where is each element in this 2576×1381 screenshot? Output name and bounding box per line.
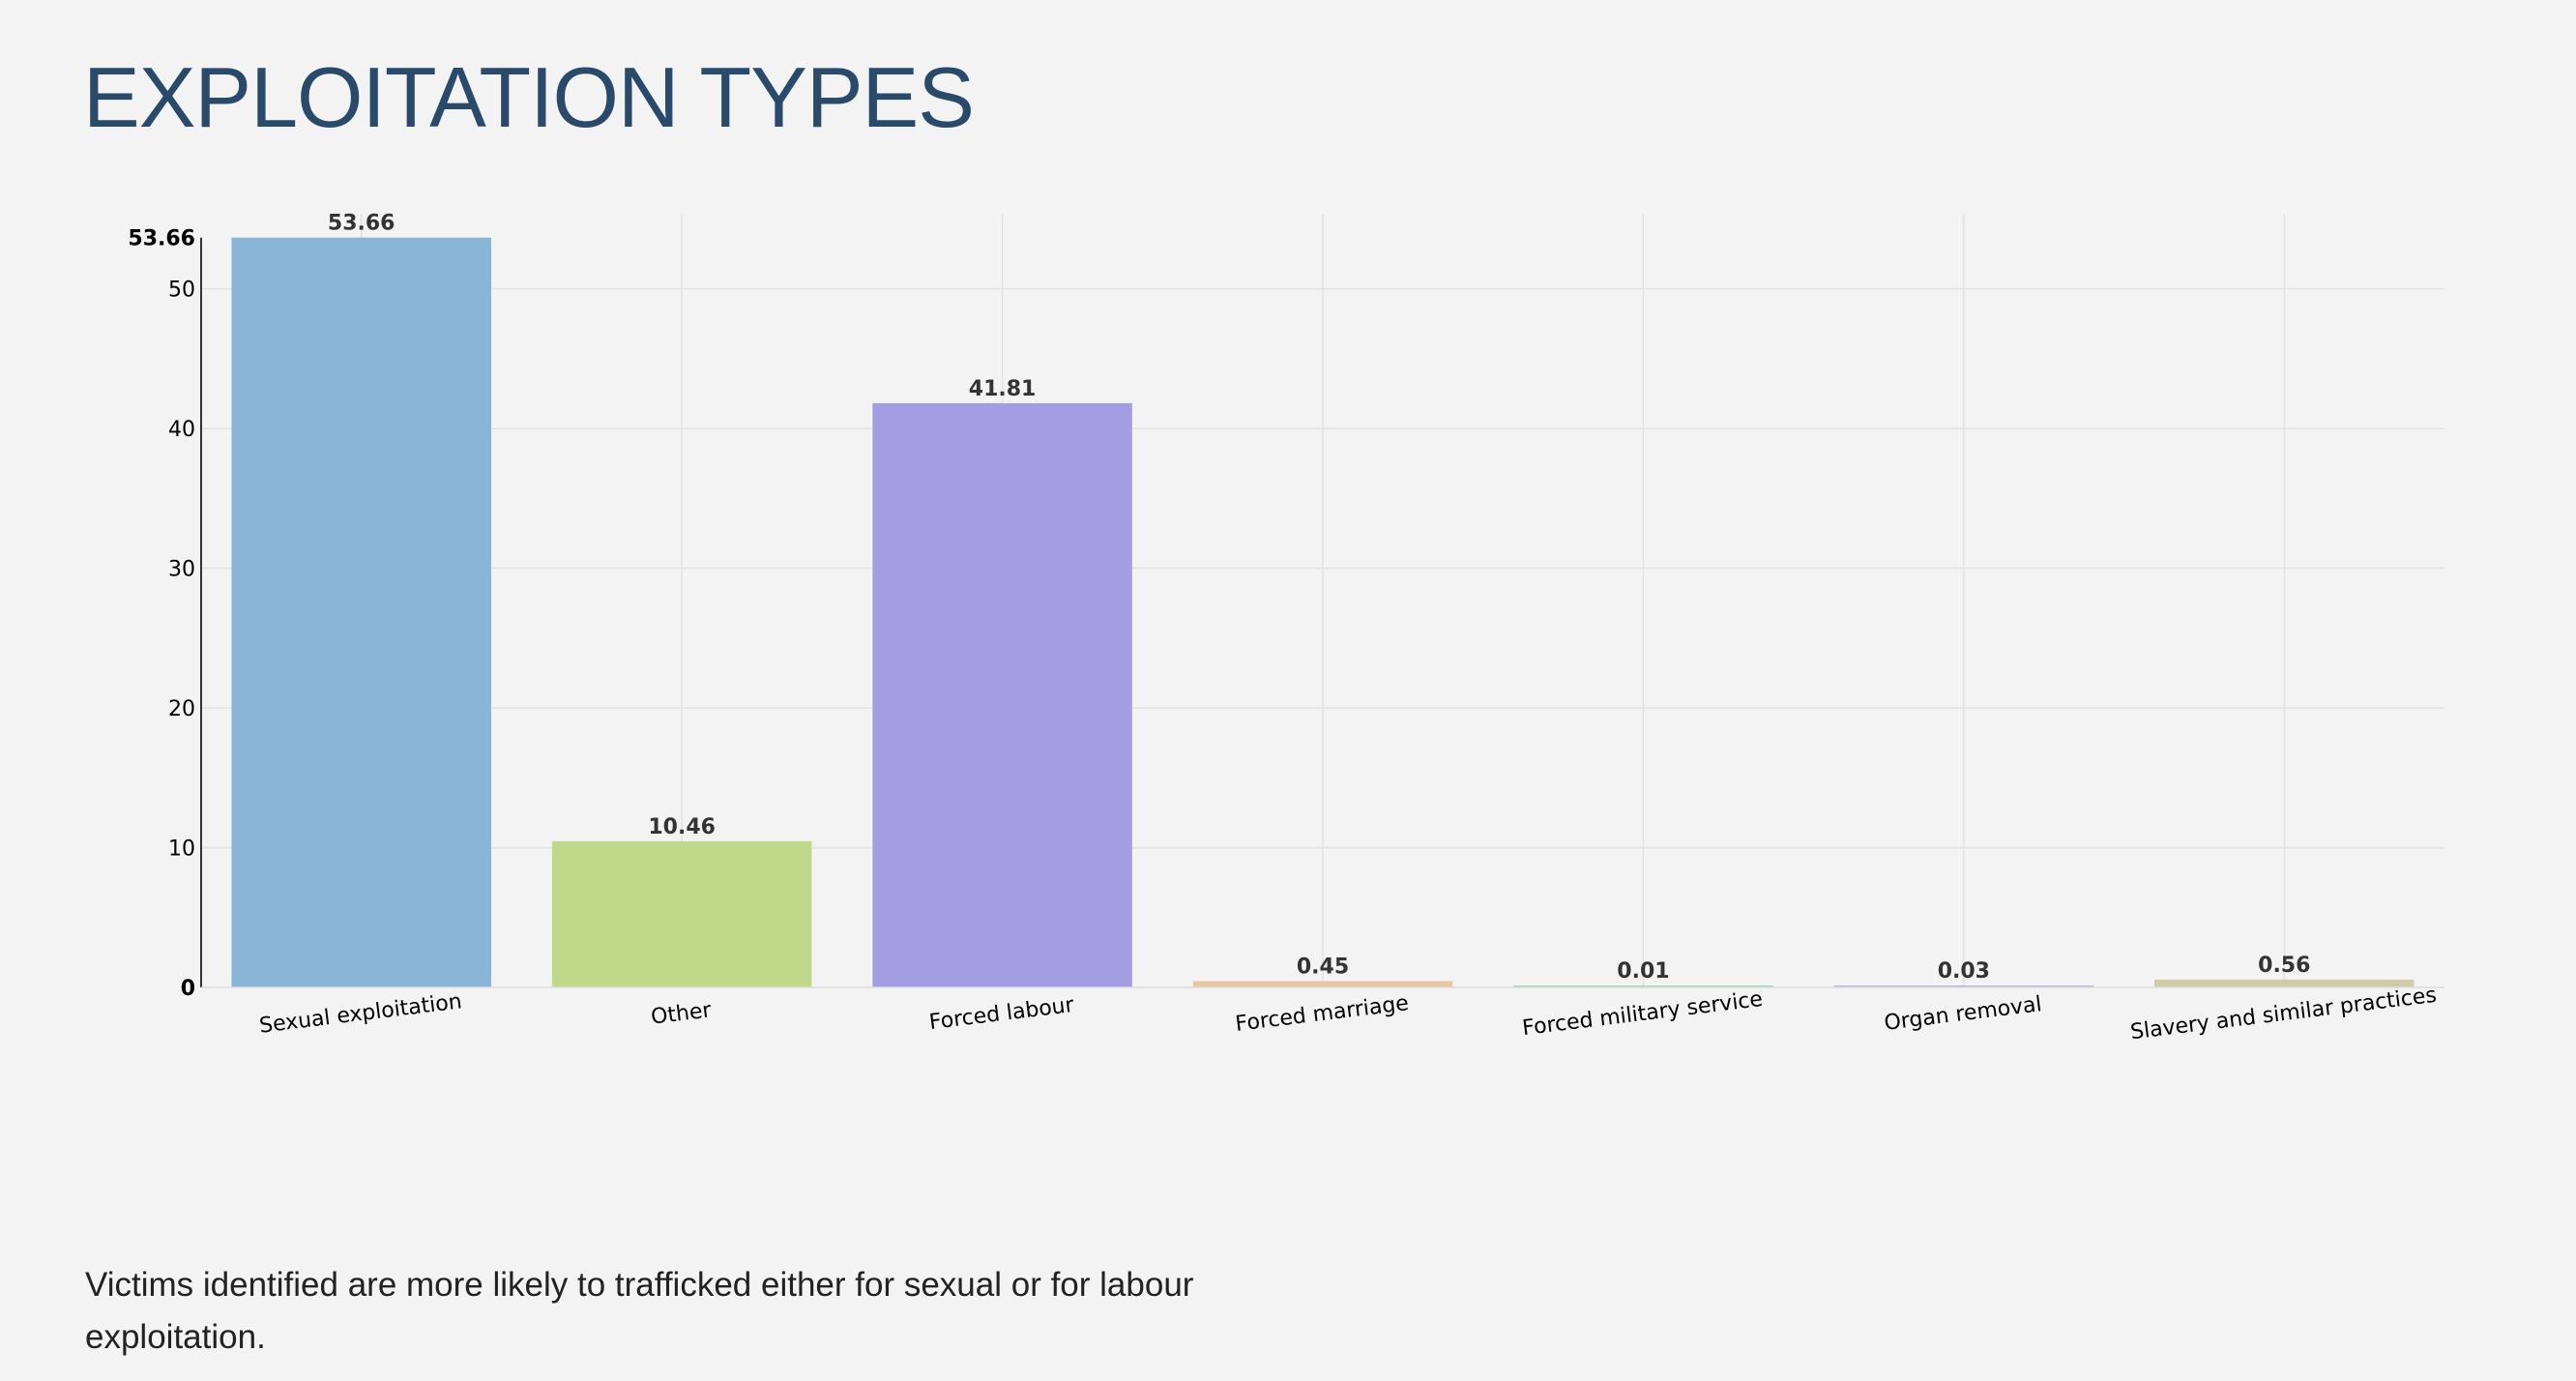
bar-0 — [231, 237, 491, 987]
chart-caption: Victims identified are more likely to tr… — [85, 1266, 1194, 1356]
x-tick-label-0: Sexual exploitation — [258, 989, 463, 1038]
bar-5 — [1833, 985, 2094, 987]
data-label-1: 10.46 — [648, 815, 716, 839]
data-label-0: 53.66 — [328, 212, 395, 236]
y-tick-label-2: 20 — [168, 697, 195, 721]
y-axis: 0 10 20 30 40 50 53.66 — [128, 227, 2444, 1001]
y-tick-label-3: 30 — [168, 558, 195, 582]
page-title: EXPLOITATION TYPES — [83, 49, 975, 145]
y-tick-label-1: 10 — [168, 837, 195, 862]
data-label-5: 0.03 — [1938, 959, 1990, 984]
bar-chart: 0 10 20 30 40 50 53.66 53.66 Sexual exploitatio… — [128, 212, 2444, 1045]
data-label-3: 0.45 — [1297, 955, 1349, 979]
x-tick-label-3: Forced marriage — [1234, 991, 1410, 1037]
x-tick-label-5: Organ removal — [1883, 992, 2043, 1036]
y-tick-label-4: 40 — [168, 418, 195, 442]
x-tick-label-1: Other — [650, 998, 714, 1030]
y-tick-label-5: 50 — [168, 279, 195, 303]
x-tick-label-2: Forced labour — [928, 993, 1076, 1035]
data-label-6: 0.56 — [2258, 954, 2310, 978]
bars — [231, 237, 2415, 987]
bar-2 — [872, 402, 1132, 987]
y-max-label: 53.66 — [128, 227, 195, 251]
grid-lines — [201, 215, 2444, 987]
x-tick-label-6: Slavery and similar practices — [2129, 984, 2438, 1045]
data-label-2: 41.81 — [969, 377, 1037, 401]
bar-4 — [1513, 985, 1773, 987]
bar-3 — [1192, 981, 1453, 987]
data-label-4: 0.01 — [1617, 959, 1669, 984]
x-tick-label-4: Forced military service — [1521, 987, 1764, 1041]
bar-1 — [551, 840, 812, 987]
bar-6 — [2154, 979, 2415, 987]
y-tick-label-0: 0 — [181, 977, 195, 1001]
